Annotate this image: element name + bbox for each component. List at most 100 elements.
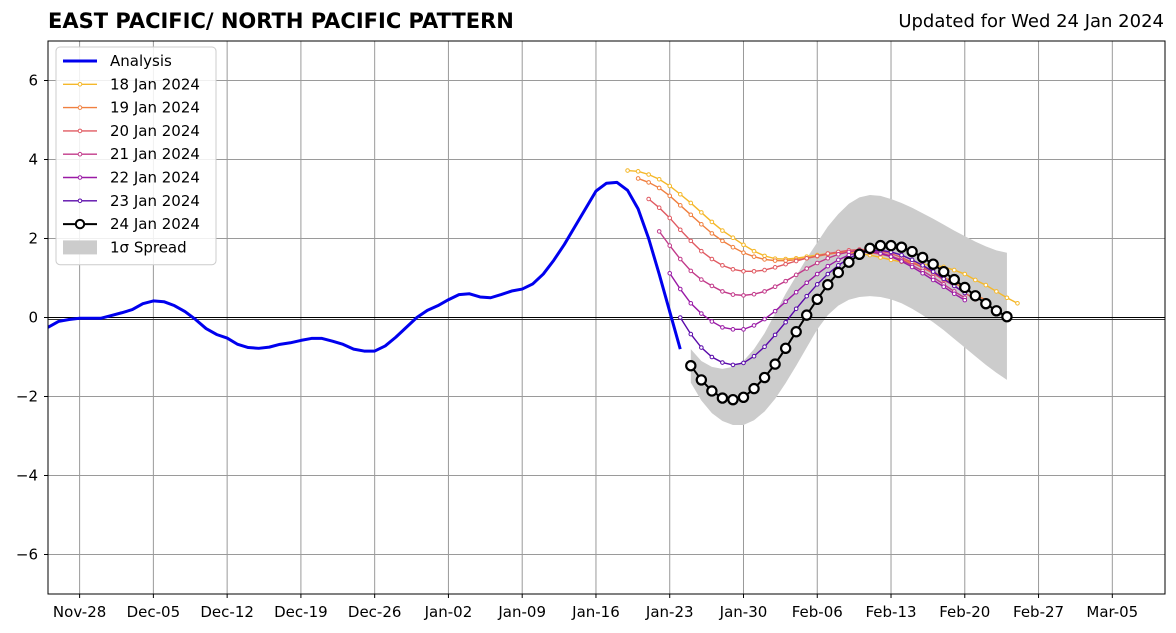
forecast-point [825,263,831,269]
forecast-point [930,277,936,283]
forecast-point [751,291,757,297]
latest-forecast-point [885,239,897,252]
forecast-point [920,263,925,268]
y-tick-label: 0 [28,309,38,327]
legend-marker [77,105,83,110]
forecast-point [772,284,778,289]
forecast-point [709,219,715,225]
forecast-point [793,272,799,278]
legend-label: 21 Jan 2024 [110,145,200,163]
legend-entry: 19 Jan 2024 [63,99,200,117]
latest-forecast-point [811,293,823,306]
forecast-point [825,251,831,256]
x-tick-label: Dec-19 [274,603,328,621]
forecast-point [899,259,904,264]
forecast-point [888,254,894,259]
latest-forecast-series [685,239,1013,406]
latest-forecast-point [737,391,750,403]
latest-forecast-point [727,393,739,406]
legend-label: 20 Jan 2024 [110,122,200,140]
y-tick-label: 6 [28,72,38,90]
legend-entry: 23 Jan 2024 [63,192,200,210]
forecast-point [667,183,673,189]
latest-forecast-point [1001,311,1013,323]
latest-forecast-point [685,359,697,372]
forecast-point [783,299,788,305]
forecast-point [762,289,767,294]
latest-forecast-point [779,342,792,355]
forecast-point [635,176,641,181]
latest-forecast-point [853,248,866,260]
forecast-point [783,278,788,284]
y-tick-label: 2 [28,230,38,248]
forecast-point [667,215,673,221]
forecast-point [688,300,694,306]
forecast-point [699,277,704,282]
forecast-point [804,255,810,261]
latest-forecast-point [990,305,1003,317]
forecast-point [741,293,746,298]
forecast-point [825,271,831,277]
y-tick-label: −6 [16,546,38,564]
x-tick-label: Dec-26 [348,603,402,621]
forecast-series-5 [667,249,968,332]
x-tick-label: Dec-05 [127,603,181,621]
forecast-point [720,325,725,330]
y-axis: −6 −4 −2 0 2 4 6 [16,72,48,564]
latest-forecast-point [801,309,813,321]
latest-forecast-point [706,385,718,397]
forecast-point [962,271,968,277]
x-tick-label: Mar-05 [1086,603,1138,621]
legend-label: 19 Jan 2024 [110,99,200,117]
forecast-point [656,176,662,182]
forecast-point [762,267,767,273]
latest-forecast-point [938,265,950,278]
legend-entry: 1σ Spread [63,238,187,256]
forecast-point [677,256,683,262]
chart-title: EAST PACIFIC/ NORTH PACIFIC PATTERN [48,9,514,33]
forecast-line [679,249,966,366]
forecast-point [814,282,820,287]
forecast-point [804,293,810,299]
forecast-point [677,203,683,208]
forecast-point [899,252,904,258]
latest-forecast-point [716,392,729,404]
legend-label: 24 Jan 2024 [110,215,200,233]
forecast-point [699,311,704,316]
forecast-point [962,297,968,303]
x-tick-label: Nov-28 [53,603,106,621]
latest-forecast-point [843,256,855,268]
forecast-point [741,327,746,332]
forecast-point [688,331,694,337]
latest-forecast-point [790,326,802,338]
forecast-point [646,196,651,202]
forecast-point [983,282,989,288]
latest-forecast-point [969,290,982,302]
forecast-point [793,306,799,312]
forecast-point [656,229,662,234]
forecast-point [667,270,673,276]
forecast-point [751,323,757,328]
forecast-point [751,268,757,274]
latest-forecast-point [906,245,918,258]
forecast-point [688,238,694,244]
forecast-point [709,256,715,262]
legend-marker [77,175,83,180]
forecast-point [804,280,810,286]
forecast-point [699,248,704,254]
forecast-point [930,269,936,274]
legend-label: 23 Jan 2024 [110,192,200,210]
zero-line [48,317,1165,320]
forecast-point [741,250,746,256]
x-tick-label: Jan-16 [571,603,620,621]
series [48,168,1020,406]
forecast-point [677,227,683,233]
forecast-point [762,316,767,322]
forecast-point [709,354,715,360]
forecast-point [646,180,651,185]
forecast-point [804,266,810,271]
latest-forecast-point [769,358,781,370]
x-tick-label: Jan-23 [645,603,694,621]
forecast-point [814,271,820,277]
